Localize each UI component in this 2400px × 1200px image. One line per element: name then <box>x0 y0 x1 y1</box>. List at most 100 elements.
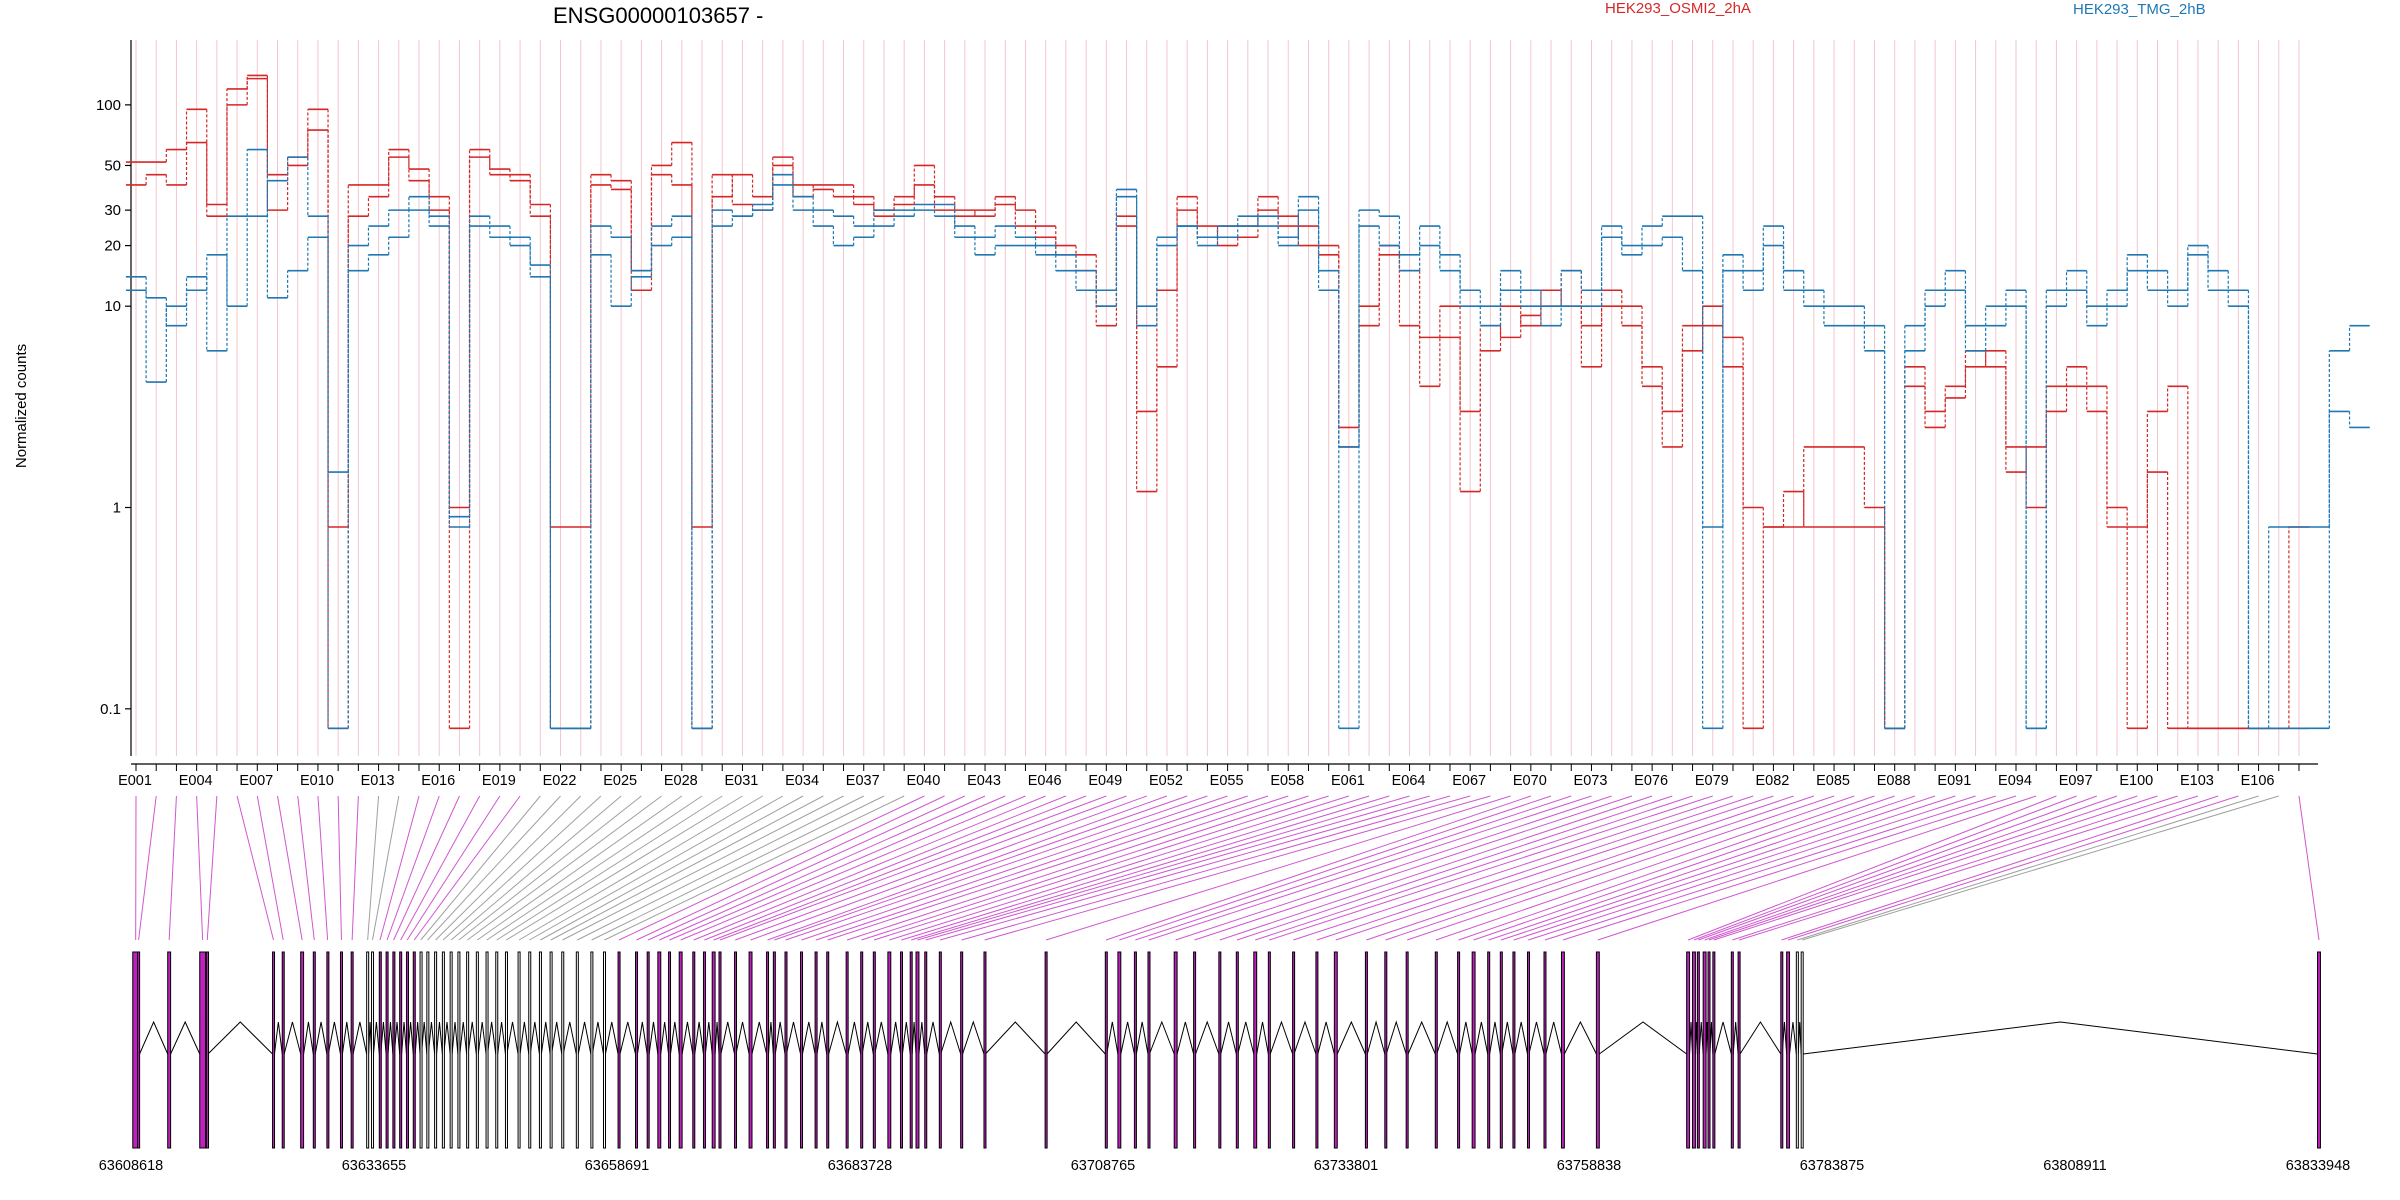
exon-connector <box>386 795 440 941</box>
intron-line <box>1474 1021 1489 1055</box>
exon-box <box>441 951 445 1149</box>
exon-connector <box>1119 795 1552 941</box>
intron-line <box>861 1021 874 1055</box>
exon-box <box>635 951 639 1149</box>
exon-connector <box>1732 795 2178 941</box>
exon-box <box>399 951 403 1149</box>
exon-box <box>1595 951 1600 1149</box>
exon-connector <box>704 795 1067 941</box>
exon-box <box>272 951 276 1149</box>
exon-box <box>1267 951 1271 1149</box>
exon-tick-label: E010 <box>300 773 334 789</box>
exon-box <box>495 951 499 1149</box>
chart-title: ENSG00000103657 - <box>553 3 763 28</box>
exon-box <box>405 951 409 1149</box>
exon-box <box>1471 951 1476 1149</box>
exon-connector <box>450 795 622 941</box>
exon-connector <box>406 795 501 941</box>
exon-box <box>206 951 210 1149</box>
exon-connector <box>636 795 945 941</box>
exon-tick-label: E100 <box>2119 773 2153 789</box>
exon-connector <box>618 795 925 941</box>
exon-connector <box>477 795 683 941</box>
exon-box <box>1104 951 1108 1149</box>
intron-line <box>704 1021 713 1055</box>
exon-tick-label: E028 <box>664 773 698 789</box>
intron-line <box>1220 1021 1237 1055</box>
exon-box <box>646 951 650 1149</box>
intron-line <box>1120 1021 1135 1055</box>
intron-line <box>427 1021 436 1055</box>
exon-box <box>371 951 375 1149</box>
exon-box <box>199 951 207 1149</box>
exon-connector <box>889 795 1350 941</box>
series-0 <box>125 77 2310 730</box>
exon-connector <box>337 795 342 941</box>
exon-box <box>457 951 461 1149</box>
intron-line <box>1732 1021 1739 1055</box>
exon-connector <box>1738 795 2199 941</box>
intron-line <box>170 1020 201 1055</box>
intron-line <box>1545 1021 1562 1055</box>
exon-connector <box>351 795 359 941</box>
coordinate-label: 63733801 <box>1314 1158 1379 1174</box>
exon-connector <box>277 795 303 941</box>
exon-connector <box>196 795 204 941</box>
exon-box <box>549 951 553 1149</box>
exon-connector <box>297 795 315 941</box>
exon-connector <box>1488 795 1916 941</box>
exon-connector <box>1528 795 1976 941</box>
series-1 <box>125 74 2310 730</box>
exon-box <box>385 951 389 1149</box>
intron-line <box>1803 1021 2318 1055</box>
exon-tick-label: E016 <box>421 773 455 789</box>
intron-line <box>1459 1021 1473 1055</box>
exon-box <box>1147 951 1151 1149</box>
exon-box <box>899 951 903 1149</box>
exon-connector <box>562 795 844 941</box>
intron-line <box>636 1021 648 1055</box>
exon-tick-label: E049 <box>1088 773 1122 789</box>
exon-box <box>517 951 521 1149</box>
intron-line <box>591 1021 604 1055</box>
intron-line <box>314 1021 328 1055</box>
intron-line <box>1501 1021 1514 1055</box>
exon-tick-label: E070 <box>1513 773 1547 789</box>
exon-box <box>1193 951 1197 1149</box>
intron-line <box>387 1021 394 1055</box>
exon-box <box>485 951 489 1149</box>
intron-line <box>207 1021 273 1055</box>
exon-box <box>1457 951 1461 1149</box>
exon-box <box>1686 951 1691 1149</box>
exon-box <box>300 951 305 1149</box>
y-tick-label: 10 <box>104 298 121 315</box>
exon-box <box>1800 951 1804 1149</box>
exon-connector <box>1269 795 1713 941</box>
intron-line <box>911 1021 917 1055</box>
coordinate-label: 63658691 <box>585 1158 650 1174</box>
legend-entry-osmi2: HEK293_OSMI2_2hA <box>1605 0 1751 17</box>
exon-box <box>692 951 696 1149</box>
exon-connector <box>669 795 1006 941</box>
exon-box <box>887 951 892 1149</box>
exon-box <box>960 951 964 1149</box>
exon-tick-label: E007 <box>239 773 273 789</box>
coordinate-label: 63608618 <box>99 1158 164 1174</box>
exon-connector <box>420 795 541 941</box>
exon-connector <box>1045 795 1511 941</box>
intron-line <box>1317 1021 1335 1055</box>
intron-line <box>1698 1021 1704 1055</box>
exon-connector <box>1562 795 2017 941</box>
exon-box <box>504 951 508 1149</box>
intron-line <box>735 1021 750 1055</box>
exon-tick-label: E034 <box>785 773 819 789</box>
exon-connector <box>379 795 420 941</box>
exon-tick-label: E082 <box>1755 773 1789 789</box>
exon-box <box>339 951 343 1149</box>
exon-box <box>845 951 849 1149</box>
intron-line <box>139 1020 169 1055</box>
exon-connector-lines <box>135 795 2320 941</box>
intron-line <box>1195 1020 1220 1055</box>
intron-line <box>451 1021 459 1055</box>
